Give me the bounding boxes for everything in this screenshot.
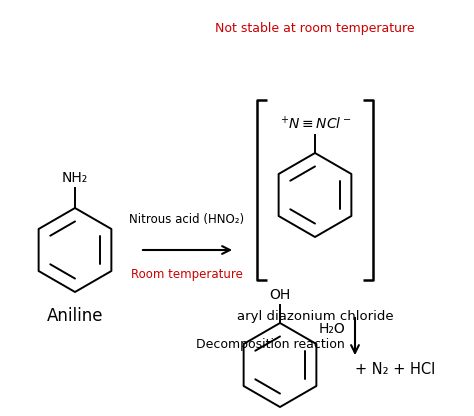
Text: aryl diazonium chloride: aryl diazonium chloride — [237, 310, 393, 323]
Text: Not stable at room temperature: Not stable at room temperature — [215, 22, 415, 35]
Text: Decomposition reaction: Decomposition reaction — [196, 338, 345, 351]
Text: Room temperature: Room temperature — [131, 268, 243, 281]
Text: NH₂: NH₂ — [62, 171, 88, 185]
Text: $^+\!N{\equiv}NCl^-$: $^+\!N{\equiv}NCl^-$ — [278, 115, 352, 132]
Text: H₂O: H₂O — [318, 322, 345, 336]
Text: + N₂ + HCl: + N₂ + HCl — [355, 362, 435, 377]
Text: Nitrous acid (HNO₂): Nitrous acid (HNO₂) — [129, 213, 245, 226]
Text: Aniline: Aniline — [47, 307, 103, 325]
Text: OH: OH — [269, 288, 291, 302]
